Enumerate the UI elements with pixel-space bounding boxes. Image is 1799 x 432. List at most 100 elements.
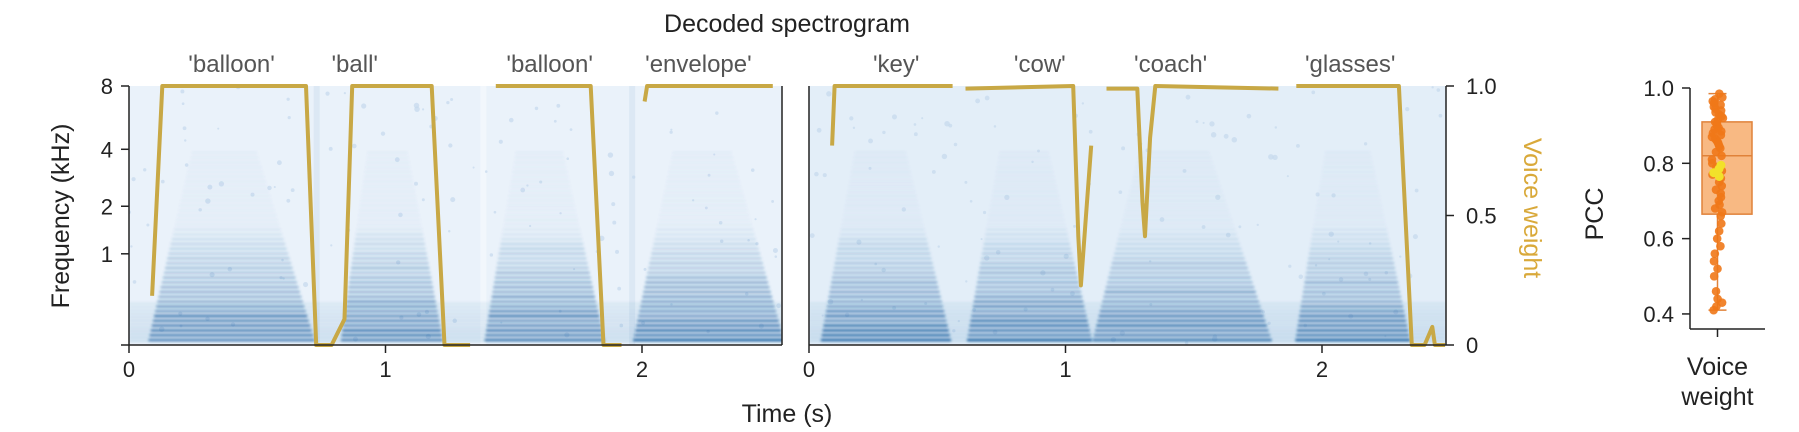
noise-speck (608, 170, 615, 177)
noise-speck (944, 120, 950, 127)
x-tick-label: 1 (379, 357, 391, 382)
noise-speck (669, 130, 673, 134)
pcc-point (1710, 249, 1720, 258)
y-tick-label: 2 (101, 194, 113, 219)
word-label: 'key' (873, 51, 920, 78)
x-tick-label: 2 (636, 357, 648, 382)
y-axis-label: Frequency (kHz) (47, 124, 75, 309)
pcc-point (1716, 241, 1725, 251)
y2-tick-label: 0 (1466, 333, 1478, 358)
pcc-axis-label: PCC (1581, 188, 1609, 241)
noise-speck (446, 100, 450, 105)
noise-speck (131, 177, 136, 182)
y2-tick-label: 0.5 (1466, 204, 1497, 229)
noise-speck (816, 127, 822, 133)
noise-speck (975, 98, 981, 104)
noise-speck (1050, 287, 1055, 292)
voice-weight-line-right (830, 84, 1446, 347)
noise-speck (953, 142, 958, 147)
noise-speck (901, 207, 906, 212)
word-label: 'balloon' (188, 51, 275, 78)
noise-speck (1073, 224, 1076, 228)
pcc-point (1718, 93, 1727, 102)
noise-speck (276, 160, 282, 166)
noise-speck (493, 210, 497, 214)
noise-speck (615, 249, 620, 254)
noise-speck (526, 184, 529, 187)
noise-speck (448, 143, 453, 148)
noise-speck (891, 114, 897, 120)
noise-speck (772, 248, 778, 253)
noise-speck (286, 198, 291, 203)
noise-speck (1185, 94, 1191, 100)
noise-speck (132, 280, 137, 284)
y-tick-label: 1 (101, 242, 113, 267)
noise-speck (814, 171, 819, 177)
noise-speck (413, 102, 420, 109)
pcc-highlight-point (1709, 168, 1719, 178)
x-axis-label: Time (s) (742, 400, 833, 428)
noise-speck (1195, 120, 1199, 124)
noise-speck (1268, 154, 1274, 160)
spectrogram-right (809, 86, 1446, 345)
pcc-point (1714, 226, 1724, 236)
noise-speck (287, 116, 291, 120)
noise-speck (1081, 102, 1085, 105)
noise-speck (852, 126, 856, 129)
noise-speck (489, 253, 494, 257)
word-label: 'envelope' (645, 51, 752, 78)
noise-speck (1311, 90, 1316, 95)
noise-speck (520, 187, 526, 193)
noise-speck (529, 224, 532, 228)
word-spectrogram (148, 151, 315, 342)
word-label: 'ball' (331, 51, 378, 78)
pcc-point (1716, 219, 1726, 228)
noise-speck (1031, 160, 1034, 164)
noise-speck (1223, 133, 1229, 139)
noise-speck (612, 220, 617, 225)
noise-speck (1412, 234, 1418, 240)
noise-speck (980, 238, 983, 241)
noise-speck (617, 286, 622, 291)
noise-speck (868, 138, 874, 144)
noise-speck (198, 208, 202, 212)
noise-speck (1182, 168, 1187, 173)
noise-speck (534, 106, 539, 111)
noise-speck (882, 130, 886, 135)
noise-speck (1436, 88, 1441, 92)
noise-speck (302, 282, 309, 288)
pcc-category-label: weight (1680, 383, 1753, 411)
noise-speck (598, 235, 605, 242)
noise-speck (472, 166, 475, 169)
noise-speck (754, 218, 757, 221)
noise-speck (559, 212, 562, 215)
noise-speck (1399, 255, 1402, 258)
noise-speck (1363, 142, 1368, 146)
noise-speck (1184, 341, 1189, 345)
noise-speck (993, 125, 997, 128)
noise-speck (1121, 146, 1126, 151)
noise-speck (704, 206, 708, 210)
noise-speck (450, 197, 456, 203)
noise-speck (632, 175, 636, 179)
noise-speck (414, 181, 418, 186)
noise-speck (1405, 107, 1410, 112)
noise-speck (1274, 126, 1278, 129)
noise-speck (965, 280, 968, 283)
noise-speck (351, 143, 357, 149)
noise-speck (611, 202, 616, 207)
word-spectrogram (340, 151, 444, 342)
noise-speck (325, 91, 330, 96)
word-spectrogram (1295, 151, 1411, 342)
pcc-point (1709, 271, 1719, 281)
chart-title: Decoded spectrogram (664, 10, 910, 38)
noise-speck (566, 157, 570, 161)
pcc-point (1717, 151, 1726, 161)
noise-speck (217, 127, 220, 130)
noise-speck (921, 117, 924, 120)
word-label: 'glasses' (1305, 51, 1396, 78)
noise-speck (508, 117, 514, 123)
noise-speck (1210, 132, 1217, 138)
noise-speck (931, 169, 936, 174)
noise-speck (1201, 225, 1206, 229)
